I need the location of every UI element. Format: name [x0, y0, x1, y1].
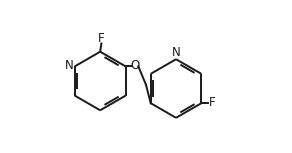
- Text: O: O: [131, 59, 140, 72]
- Text: F: F: [98, 32, 105, 45]
- Text: N: N: [65, 59, 74, 72]
- Text: F: F: [209, 96, 215, 109]
- Text: N: N: [172, 46, 181, 59]
